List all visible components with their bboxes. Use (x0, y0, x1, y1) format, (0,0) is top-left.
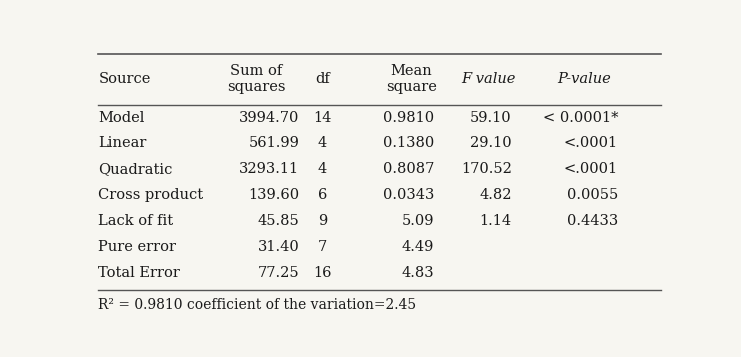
Text: 0.1380: 0.1380 (383, 136, 434, 150)
Text: 29.10: 29.10 (471, 136, 512, 150)
Text: < 0.0001*: < 0.0001* (542, 111, 618, 125)
Text: 77.25: 77.25 (258, 266, 299, 280)
Text: 0.0343: 0.0343 (383, 188, 434, 202)
Text: 0.9810: 0.9810 (383, 111, 434, 125)
Text: Pure error: Pure error (99, 240, 176, 254)
Text: Quadratic: Quadratic (99, 162, 173, 176)
Text: 31.40: 31.40 (258, 240, 299, 254)
Text: 6: 6 (318, 188, 327, 202)
Text: Source: Source (99, 72, 150, 86)
Text: 139.60: 139.60 (248, 188, 299, 202)
Text: 0.4433: 0.4433 (567, 214, 618, 228)
Text: 3293.11: 3293.11 (239, 162, 299, 176)
Text: 3994.70: 3994.70 (239, 111, 299, 125)
Text: 0.8087: 0.8087 (383, 162, 434, 176)
Text: Cross product: Cross product (99, 188, 204, 202)
Text: 4: 4 (318, 136, 327, 150)
Text: 5.09: 5.09 (402, 214, 434, 228)
Text: 561.99: 561.99 (248, 136, 299, 150)
Text: 45.85: 45.85 (258, 214, 299, 228)
Text: 7: 7 (318, 240, 327, 254)
Text: Lack of fit: Lack of fit (99, 214, 173, 228)
Text: Total Error: Total Error (99, 266, 180, 280)
Text: R² = 0.9810 coefficient of the variation=2.45: R² = 0.9810 coefficient of the variation… (99, 298, 416, 312)
Text: <.0001: <.0001 (564, 136, 618, 150)
Text: 4: 4 (318, 162, 327, 176)
Text: 16: 16 (313, 266, 331, 280)
Text: 4.49: 4.49 (402, 240, 434, 254)
Text: Sum of
squares: Sum of squares (227, 64, 285, 94)
Text: 0.0055: 0.0055 (567, 188, 618, 202)
Text: df: df (315, 72, 330, 86)
Text: P-value: P-value (556, 72, 611, 86)
Text: 4.83: 4.83 (402, 266, 434, 280)
Text: 4.82: 4.82 (479, 188, 512, 202)
Text: Linear: Linear (99, 136, 147, 150)
Text: 59.10: 59.10 (471, 111, 512, 125)
Text: Model: Model (99, 111, 144, 125)
Text: F value: F value (462, 72, 516, 86)
Text: 1.14: 1.14 (479, 214, 512, 228)
Text: <.0001: <.0001 (564, 162, 618, 176)
Text: Mean
square: Mean square (386, 64, 436, 94)
Text: 9: 9 (318, 214, 327, 228)
Text: 14: 14 (313, 111, 331, 125)
Text: 170.52: 170.52 (461, 162, 512, 176)
